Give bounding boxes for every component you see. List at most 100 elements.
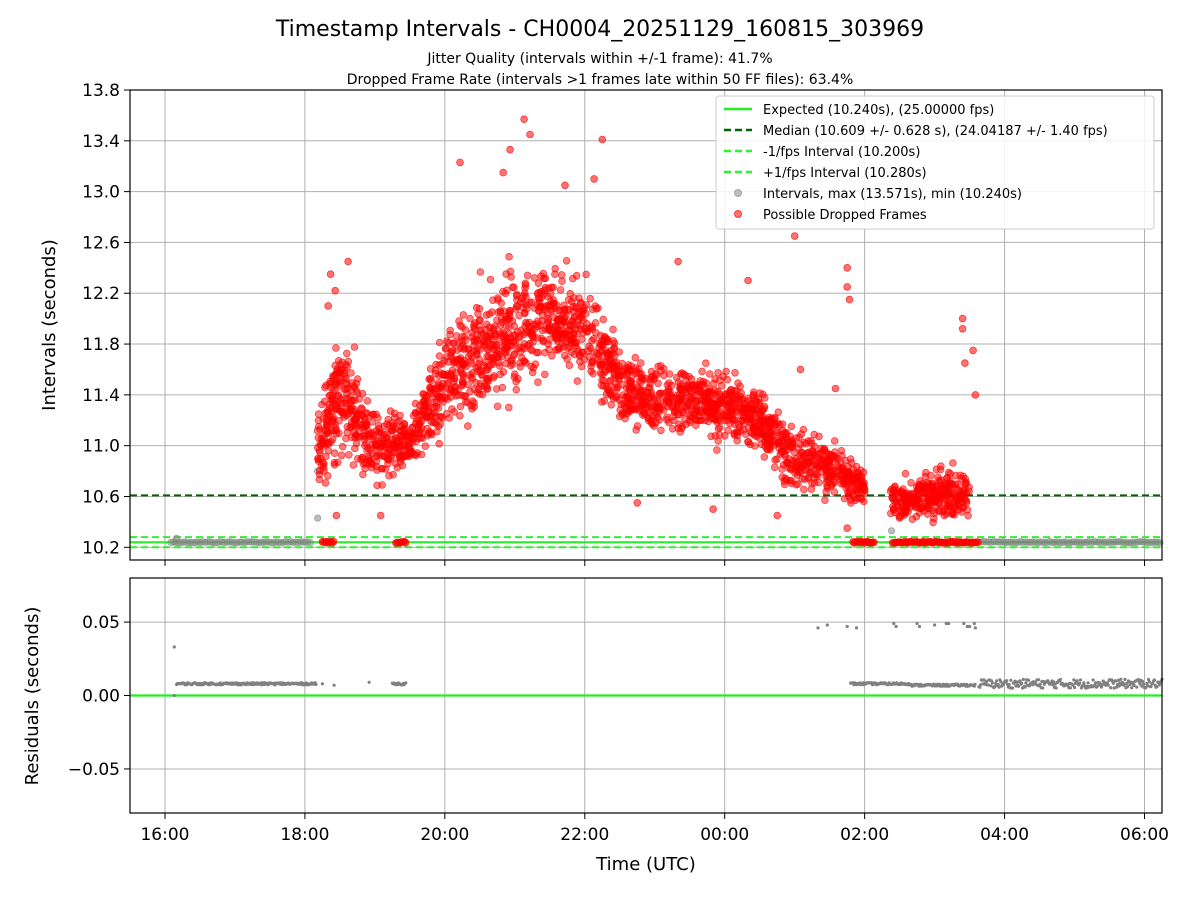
residual-point bbox=[1005, 679, 1009, 683]
dropped-frame-point bbox=[363, 397, 372, 405]
residual-point bbox=[404, 681, 408, 685]
dropped-frame-point bbox=[386, 407, 395, 415]
dropped-frame-point bbox=[771, 456, 779, 464]
residual-point bbox=[1141, 682, 1146, 686]
dropped-frame-point bbox=[338, 442, 347, 451]
dropped-frame-point bbox=[570, 314, 578, 323]
dropped-frame-point bbox=[599, 315, 607, 324]
dropped-frame-point bbox=[470, 335, 478, 344]
dropped-frame-point bbox=[551, 264, 559, 273]
residual-point bbox=[999, 680, 1003, 684]
residual-point bbox=[1149, 684, 1153, 689]
residual-point bbox=[1082, 681, 1086, 685]
dropped-frame-point bbox=[456, 402, 465, 411]
dropped-frame-point bbox=[535, 303, 544, 311]
y-tick-label: 0.00 bbox=[82, 687, 120, 707]
dropped-frame-point bbox=[499, 328, 507, 337]
dropped-frame-point bbox=[590, 175, 598, 183]
dropped-frame-point bbox=[541, 348, 549, 357]
residual-point bbox=[1015, 680, 1019, 684]
legend-label-minus-fps: -1/fps Interval (10.200s) bbox=[763, 145, 920, 160]
dropped-frame-point bbox=[709, 379, 718, 388]
dropped-frame-point bbox=[316, 440, 324, 449]
dropped-frame-point bbox=[774, 438, 782, 447]
dropped-frame-point bbox=[534, 279, 543, 288]
x-tick-label: 00:00 bbox=[700, 825, 749, 845]
dropped-frame-point bbox=[636, 359, 645, 367]
dropped-frame-point bbox=[606, 364, 615, 373]
residual-point bbox=[1023, 685, 1027, 689]
dropped-frame-point bbox=[567, 348, 576, 357]
dropped-frame-point bbox=[691, 415, 700, 423]
x-tick-label: 02:00 bbox=[840, 825, 889, 845]
residual-point bbox=[933, 623, 937, 627]
dropped-frame-point bbox=[692, 405, 701, 413]
dropped-frame-point bbox=[326, 270, 335, 279]
dropped-frame-point bbox=[450, 339, 458, 348]
dropped-frame-point bbox=[588, 336, 596, 345]
residual-point bbox=[990, 681, 995, 685]
dropped-frame-point bbox=[470, 402, 479, 411]
residual-point bbox=[973, 682, 977, 686]
dropped-frame-point bbox=[486, 342, 494, 351]
dropped-frame-point bbox=[749, 429, 757, 438]
residual-point bbox=[995, 679, 999, 683]
dropped-frame-point bbox=[495, 362, 504, 370]
dropped-frame-point bbox=[642, 398, 651, 407]
dropped-frame-point bbox=[582, 270, 590, 279]
dropped-frame-point bbox=[860, 482, 868, 491]
dropped-frame-point bbox=[512, 385, 521, 394]
dropped-frame-point bbox=[845, 295, 854, 304]
dropped-frame-point bbox=[503, 286, 511, 295]
dropped-frame-point bbox=[389, 470, 397, 479]
dropped-frame-point bbox=[368, 410, 377, 419]
dropped-frame-point bbox=[555, 330, 563, 339]
dropped-frame-point bbox=[633, 498, 642, 507]
dropped-frame-point bbox=[396, 426, 405, 435]
dropped-frame-point bbox=[848, 478, 857, 487]
dropped-frame-point bbox=[937, 462, 945, 471]
x-tick-label: 04:00 bbox=[980, 825, 1029, 845]
dropped-frame-point bbox=[906, 494, 914, 503]
dropped-frame-point bbox=[712, 391, 720, 399]
dropped-frame-point bbox=[561, 181, 569, 190]
residual-point bbox=[1151, 681, 1155, 686]
residual-point bbox=[1147, 680, 1151, 684]
dropped-frame-point bbox=[330, 449, 339, 458]
interval-point bbox=[304, 538, 312, 546]
residual-point bbox=[1106, 683, 1110, 687]
dropped-frame-point bbox=[790, 232, 799, 240]
dropped-frame-point bbox=[659, 406, 668, 414]
dropped-frame-point bbox=[830, 488, 839, 496]
dropped-frame-point bbox=[600, 369, 608, 377]
dropped-frame-point bbox=[358, 453, 367, 462]
residual-point bbox=[1058, 677, 1062, 682]
residual-point bbox=[1010, 686, 1015, 690]
interval-point bbox=[992, 538, 1000, 546]
dropped-frame-point bbox=[376, 428, 385, 437]
dropped-frame-point bbox=[486, 275, 495, 284]
dropped-frame-point bbox=[963, 505, 972, 514]
dropped-frame-point bbox=[352, 439, 361, 448]
dropped-frame-point bbox=[364, 444, 373, 453]
dropped-frame-point bbox=[430, 417, 439, 426]
dropped-frame-point bbox=[389, 423, 397, 431]
dropped-frame-point bbox=[736, 427, 744, 436]
interval-point bbox=[1019, 538, 1027, 546]
dropped-frame-point bbox=[415, 407, 424, 415]
dropped-frame-point bbox=[787, 422, 796, 431]
dropped-frame-point bbox=[760, 394, 769, 402]
dropped-frame-point bbox=[576, 357, 584, 366]
dropped-frame-point bbox=[482, 375, 491, 384]
dropped-frame-point bbox=[337, 451, 346, 460]
dropped-frame-point bbox=[870, 538, 878, 547]
dropped-frame-point bbox=[588, 325, 597, 333]
residual-point bbox=[1135, 685, 1139, 689]
y-tick-label: 11.8 bbox=[82, 335, 120, 355]
dropped-frame-point bbox=[800, 485, 808, 494]
dropped-frame-point bbox=[645, 416, 653, 425]
dropped-frame-point bbox=[331, 286, 340, 295]
dropped-frame-point bbox=[677, 385, 686, 394]
dropped-frame-point bbox=[324, 302, 333, 310]
residual-point bbox=[1155, 685, 1159, 689]
